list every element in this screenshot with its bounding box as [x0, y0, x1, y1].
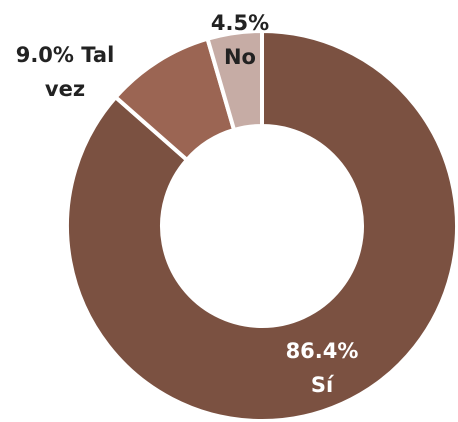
slice-label: 86.4% Sí	[262, 334, 382, 402]
category-label: Tal vez	[44, 43, 115, 101]
slice-label: 9.0% Tal vez	[0, 38, 130, 106]
category-label: Sí	[310, 373, 334, 397]
slice-label: 4.5% No	[190, 6, 290, 74]
value-label: 4.5%	[210, 11, 270, 35]
category-label: No	[223, 45, 256, 69]
value-label: 9.0%	[15, 43, 74, 67]
donut-slice	[65, 28, 458, 422]
donut-slice	[205, 28, 264, 133]
value-label: 86.4%	[285, 339, 359, 363]
